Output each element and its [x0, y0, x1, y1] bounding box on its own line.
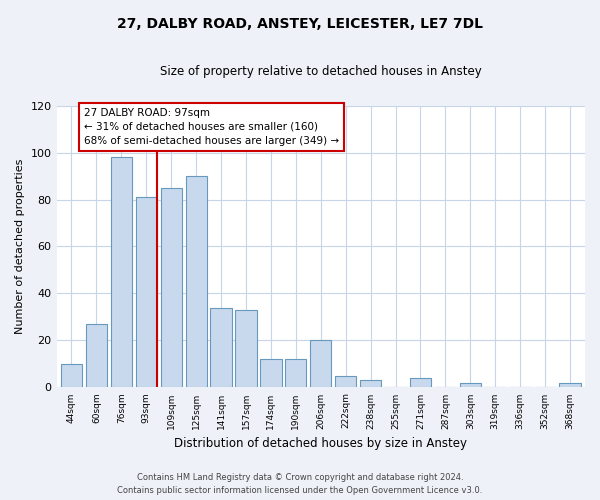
Bar: [260, 359, 281, 388]
Bar: [161, 188, 182, 388]
Bar: [559, 382, 581, 388]
Bar: [285, 359, 307, 388]
Text: 27 DALBY ROAD: 97sqm
← 31% of detached houses are smaller (160)
68% of semi-deta: 27 DALBY ROAD: 97sqm ← 31% of detached h…: [84, 108, 339, 146]
Bar: [185, 176, 207, 388]
Title: Size of property relative to detached houses in Anstey: Size of property relative to detached ho…: [160, 65, 482, 78]
Bar: [335, 376, 356, 388]
Bar: [111, 157, 132, 388]
Bar: [211, 308, 232, 388]
Bar: [61, 364, 82, 388]
Text: 27, DALBY ROAD, ANSTEY, LEICESTER, LE7 7DL: 27, DALBY ROAD, ANSTEY, LEICESTER, LE7 7…: [117, 18, 483, 32]
Bar: [460, 382, 481, 388]
Bar: [310, 340, 331, 388]
Text: Contains HM Land Registry data © Crown copyright and database right 2024.
Contai: Contains HM Land Registry data © Crown c…: [118, 473, 482, 495]
Bar: [360, 380, 381, 388]
Bar: [86, 324, 107, 388]
X-axis label: Distribution of detached houses by size in Anstey: Distribution of detached houses by size …: [174, 437, 467, 450]
Bar: [410, 378, 431, 388]
Bar: [136, 197, 157, 388]
Y-axis label: Number of detached properties: Number of detached properties: [15, 159, 25, 334]
Bar: [235, 310, 257, 388]
